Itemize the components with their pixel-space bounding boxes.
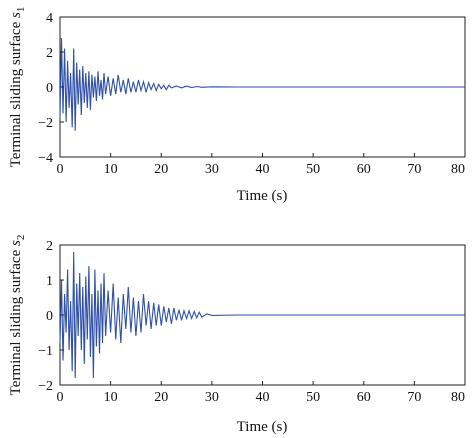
x-tick-label: 40 xyxy=(256,390,270,405)
x-tick-label: 20 xyxy=(154,390,168,405)
y-tick-label: 1 xyxy=(46,274,53,289)
y-tick-label: −4 xyxy=(38,151,53,166)
x-tick-label: 0 xyxy=(57,390,64,405)
y-tick-label: −1 xyxy=(38,344,53,359)
y-tick-label: 2 xyxy=(46,46,53,61)
x-tick-label: 10 xyxy=(104,390,118,405)
series-line-s1 xyxy=(59,37,465,131)
x-tick-label: 80 xyxy=(451,162,465,177)
x-tick-label: 70 xyxy=(407,162,421,177)
x-tick-labels-1: 0 10 20 30 40 50 60 70 80 xyxy=(57,153,466,177)
x-tick-labels-2: 0 10 20 30 40 50 60 70 80 xyxy=(57,381,466,405)
x-tick-label: 50 xyxy=(306,390,320,405)
x-tick-label: 80 xyxy=(451,390,465,405)
y-axis-label-2: Terminal sliding surface s2 xyxy=(8,235,27,396)
y-tick-labels-2: −2 −1 0 1 2 xyxy=(38,239,64,394)
x-axis-label-2: Time (s) xyxy=(237,419,288,435)
x-axis-label-1: Time (s) xyxy=(237,188,288,204)
x-tick-label: 30 xyxy=(205,162,219,177)
y-tick-label: 4 xyxy=(46,11,53,26)
y-tick-label: −2 xyxy=(38,379,53,394)
x-tick-label: 70 xyxy=(407,390,421,405)
series-line-s2 xyxy=(59,251,465,379)
x-tick-label: 50 xyxy=(306,162,320,177)
x-tick-label: 40 xyxy=(256,162,270,177)
y-tick-label: 0 xyxy=(46,309,53,324)
chart-panel-1: 0 10 20 30 40 50 60 70 80 −4 −2 0 2 4 Time (s) Termi… xyxy=(8,7,466,204)
x-tick-label: 60 xyxy=(357,390,371,405)
y-tick-label: −2 xyxy=(38,116,53,131)
x-tick-label: 20 xyxy=(154,162,168,177)
x-tick-label: 10 xyxy=(104,162,118,177)
x-tick-label: 60 xyxy=(357,162,371,177)
x-tick-label: 30 xyxy=(205,390,219,405)
y-tick-labels-1: −4 −2 0 2 4 xyxy=(38,11,64,166)
y-tick-label: 0 xyxy=(46,81,53,96)
chart-panel-2: 0 10 20 30 40 50 60 70 80 −2 −1 0 1 2 Time (s) Termi… xyxy=(8,235,466,435)
y-tick-label: 2 xyxy=(46,239,53,254)
y-axis-label-1: Terminal sliding surface s1 xyxy=(8,7,27,168)
x-tick-label: 0 xyxy=(57,162,64,177)
